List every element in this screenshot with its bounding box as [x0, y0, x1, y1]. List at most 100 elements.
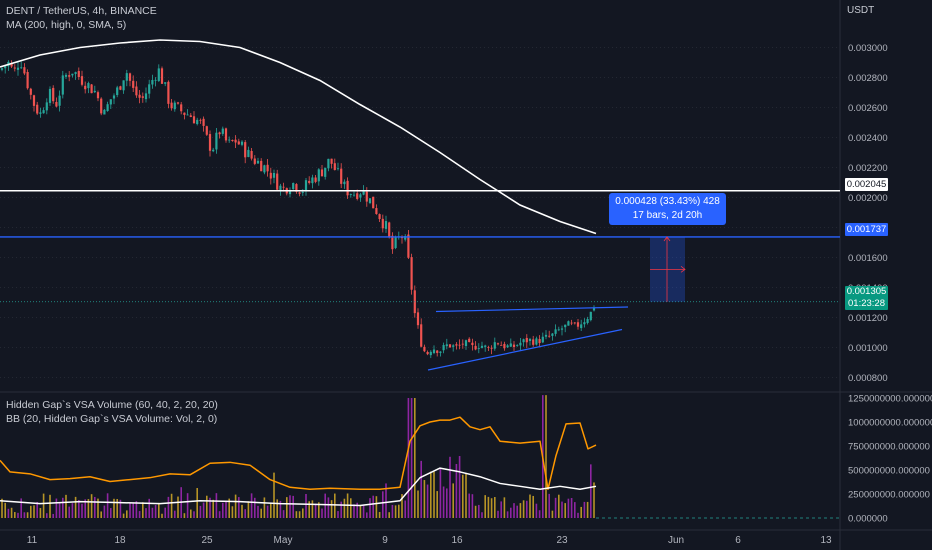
volume-bar — [423, 480, 426, 518]
candle-body — [80, 76, 84, 85]
volume-bar — [420, 460, 422, 518]
candle-body — [592, 307, 596, 311]
volume-bar — [58, 503, 61, 518]
volume-bar — [119, 499, 122, 518]
volume-bar — [129, 502, 131, 518]
volume-pane[interactable] — [0, 395, 840, 519]
bb-legend[interactable]: BB (20, Hidden Gap`s VSA Volume: Vol, 2,… — [6, 413, 218, 425]
candle-body — [301, 191, 304, 193]
volume-bar — [510, 507, 512, 518]
candle-body — [410, 257, 413, 290]
volume-bar — [49, 494, 51, 518]
candle-body — [269, 172, 272, 179]
volume-bar — [449, 456, 451, 518]
candle-body — [112, 95, 116, 99]
candle-body — [477, 348, 480, 349]
candle-body — [343, 181, 346, 185]
volume-bar — [30, 505, 32, 518]
volume-bar — [298, 511, 301, 518]
candle-body — [170, 102, 173, 109]
candle-body — [29, 88, 32, 95]
volume-bar — [378, 511, 381, 518]
volume-bar — [465, 473, 467, 518]
volume-bar — [391, 504, 394, 518]
volume-bar — [558, 494, 560, 518]
time-tick-label: 25 — [201, 535, 213, 546]
volume-bar — [148, 498, 150, 518]
candle-body — [388, 222, 391, 237]
candle-body — [186, 114, 189, 116]
volume-bar — [471, 494, 474, 518]
candle-body — [490, 347, 493, 349]
volume-bar — [394, 505, 397, 518]
volume-bar — [474, 505, 477, 518]
measure-line-1: 0.000428 (33.43%) 428 — [615, 196, 720, 207]
candle-body — [173, 102, 176, 110]
volume-bar — [94, 496, 96, 518]
volume-bar — [250, 493, 253, 518]
candle-body — [538, 339, 541, 344]
volume-bar — [26, 512, 29, 518]
candle-body — [461, 343, 464, 345]
price-tick-label: 0.002400 — [848, 133, 888, 144]
volume-bar — [369, 498, 371, 518]
candle-body — [58, 95, 61, 106]
candle-body — [455, 344, 458, 346]
volume-bar — [145, 508, 147, 518]
candle-body — [541, 336, 544, 343]
volume-axis[interactable]: 0.000000 250000000.000000 500000000.000000… — [848, 394, 932, 525]
volume-bar — [324, 493, 326, 518]
candle-body — [340, 168, 343, 184]
volume-bar — [318, 502, 320, 518]
symbol-legend[interactable]: DENT / TetherUS, 4h, BINANCE — [6, 5, 157, 17]
volume-tick-label: 250000000.000000 — [848, 490, 930, 501]
volume-bar — [522, 500, 525, 518]
time-tick-label: 11 — [27, 535, 38, 546]
volume-bar — [289, 495, 291, 518]
volume-bar — [138, 511, 141, 518]
ma-legend[interactable]: MA (200, high, 0, SMA, 5) — [6, 19, 127, 31]
price-axis[interactable]: 0.0008000.0010000.0012000.0014000.001600… — [848, 43, 888, 384]
candle-body — [468, 338, 471, 343]
volume-bar — [455, 463, 458, 518]
volume-bar — [17, 512, 19, 518]
price-pane[interactable] — [0, 39, 840, 371]
candle-body — [154, 79, 157, 81]
volume-bar — [295, 511, 298, 518]
candle-body — [202, 118, 205, 126]
candle-body — [394, 236, 397, 249]
volume-bar — [225, 501, 227, 518]
volume-bar — [503, 497, 506, 518]
volume-bar — [398, 504, 400, 518]
candle-body — [228, 139, 231, 141]
volume-bar — [426, 484, 429, 518]
candle-body — [231, 139, 234, 141]
candle-body — [512, 344, 516, 348]
candle-body — [212, 149, 215, 152]
measure-arrow-head-up — [663, 236, 671, 242]
candle-body — [551, 333, 554, 336]
volume-bar — [452, 483, 454, 518]
volume-bar — [84, 499, 86, 518]
volume-bar — [81, 503, 83, 518]
candle-body — [445, 344, 448, 347]
volume-bar — [46, 513, 48, 518]
volume-bar — [506, 511, 509, 518]
volume-bar — [36, 501, 38, 518]
candle-body — [324, 167, 327, 177]
candle-body — [61, 75, 64, 95]
volume-bar — [231, 506, 234, 518]
volume-bar — [42, 493, 45, 518]
volume-bar — [257, 505, 259, 518]
vsa-legend[interactable]: Hidden Gap`s VSA Volume (60, 40, 2, 20, … — [6, 399, 218, 411]
candle-body — [487, 347, 490, 348]
volume-bar — [590, 464, 592, 518]
volume-bar — [292, 495, 294, 518]
time-axis[interactable]: 11 18 25 May 9 16 23 Jun 6 13 — [27, 535, 832, 546]
candle-body — [122, 80, 125, 91]
volume-bar — [484, 495, 486, 518]
candle-body — [407, 234, 410, 258]
volume-bar — [302, 508, 304, 518]
candle-body — [151, 80, 154, 85]
